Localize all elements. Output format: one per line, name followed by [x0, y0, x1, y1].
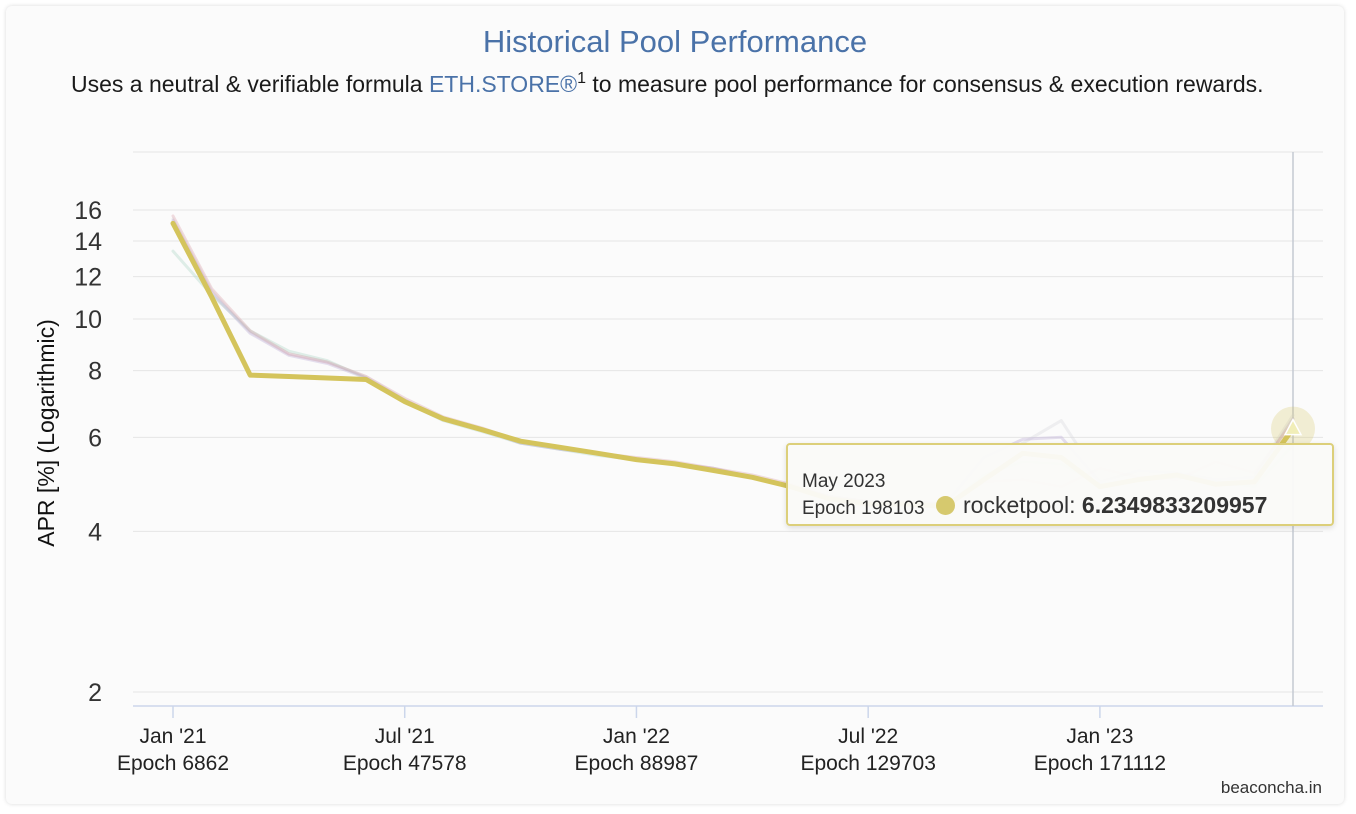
- x-tick-label: Jul '21: [375, 725, 435, 748]
- y-tick-label: 14: [74, 228, 102, 256]
- credit-link[interactable]: beaconcha.in: [1220, 778, 1322, 797]
- y-tick-label: 8: [88, 358, 102, 386]
- x-tick-epoch-label: Epoch 129703: [800, 752, 935, 775]
- x-tick-label: Jan '21: [139, 725, 206, 748]
- x-tick-epoch-label: Epoch 171112: [1034, 752, 1166, 775]
- tooltip-value: 6.2349833209957: [1081, 492, 1268, 518]
- y-tick-label: 6: [88, 424, 102, 452]
- chart-tooltip: May 2023 Epoch 198103 rocketpool: 6.2349…: [786, 443, 1334, 526]
- y-tick-label: 4: [88, 518, 102, 546]
- subtitle-text-after: to measure pool performance for consensu…: [586, 71, 1264, 97]
- eth-store-link[interactable]: ETH.STORE®: [428, 71, 578, 97]
- subtitle-text-before: Uses a neutral & verifiable formula: [71, 71, 429, 97]
- y-tick-label: 16: [74, 197, 102, 225]
- hover-point-triangle: [1283, 418, 1303, 436]
- y-tick-label: 10: [74, 306, 102, 334]
- tooltip-series-name: rocketpool: [963, 492, 1070, 518]
- x-tick-label: Jul '22: [838, 725, 898, 748]
- tooltip-date: May 2023: [802, 471, 886, 492]
- tooltip-epoch: Epoch 198103: [802, 498, 925, 519]
- grid-lines: [133, 151, 1323, 693]
- hover-marker: [1271, 406, 1315, 451]
- chart-card: 2 4 6 8 10 12 14 16 APR [%] (Logarithmic) Jan '21…: [6, 6, 1344, 804]
- chart-title: Historical Pool Performance: [482, 24, 868, 59]
- chart-subtitle: Uses a neutral & verifiable formula ETH.…: [71, 69, 1291, 99]
- tooltip-series-dot: [936, 496, 955, 515]
- x-tick-epoch-label: Epoch 47578: [343, 752, 467, 775]
- y-tick-label: 12: [74, 264, 102, 292]
- footnote-marker: 1: [577, 70, 586, 87]
- x-tick-label: Jan '23: [1066, 725, 1133, 748]
- x-tick-epoch-label: Epoch 6862: [117, 752, 229, 775]
- y-tick-label: 2: [88, 679, 102, 707]
- x-tick-label: Jan '22: [603, 725, 670, 748]
- tooltip-series-value: rocketpool: 6.2349833209957: [963, 492, 1268, 518]
- x-tick-epoch-label: Epoch 88987: [575, 752, 699, 775]
- axes: 2 4 6 8 10 12 14 16 APR [%] (Logarithmic) Jan '21…: [33, 152, 1323, 775]
- y-axis-title: APR [%] (Logarithmic): [33, 319, 59, 547]
- chart-svg: 2 4 6 8 10 12 14 16 APR [%] (Logarithmic) Jan '21…: [33, 151, 1323, 775]
